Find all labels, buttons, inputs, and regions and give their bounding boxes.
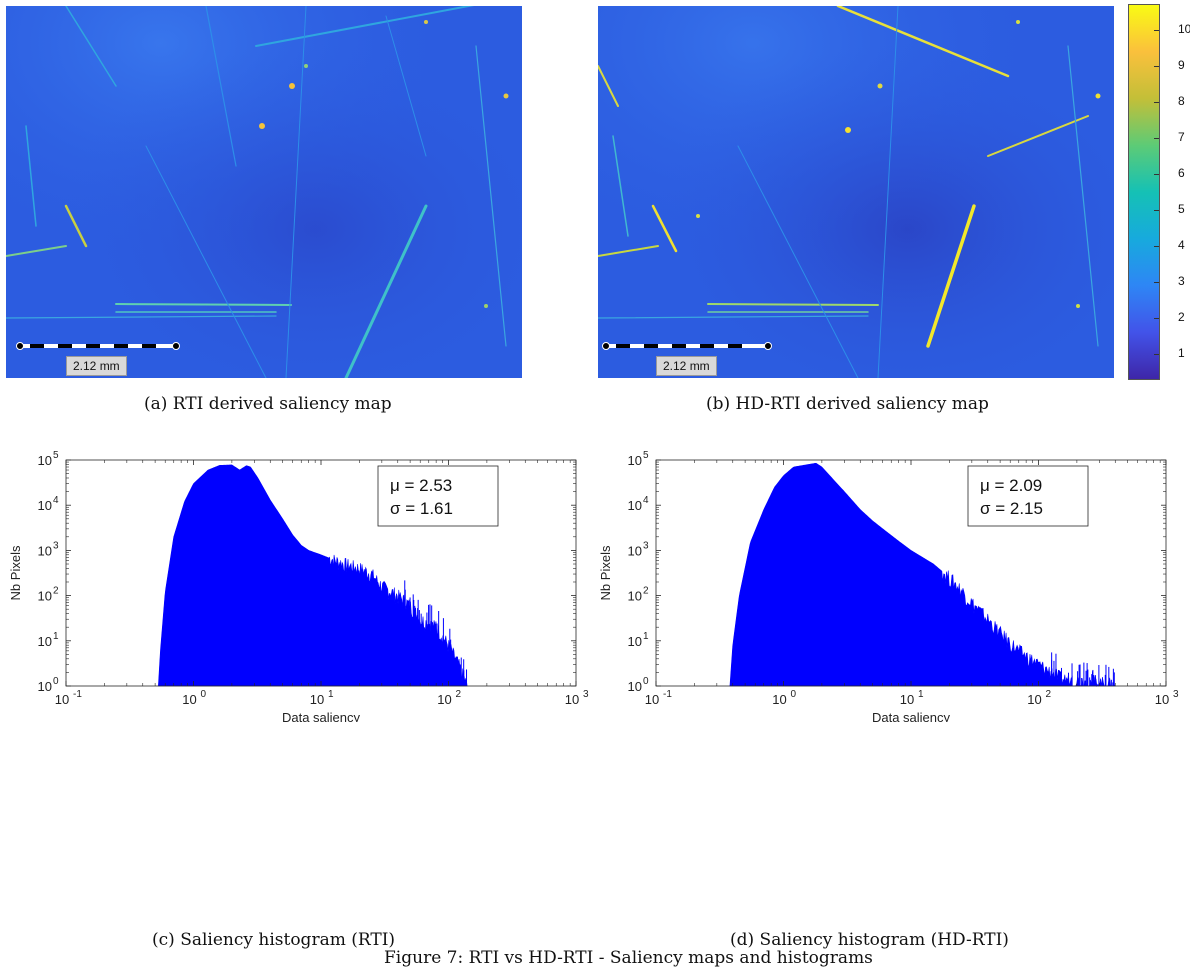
colorbar-tick-mark (1154, 210, 1159, 211)
x-axis-label: Data saliency (282, 710, 361, 722)
colorbar-tick-label: 1 (1178, 345, 1185, 360)
histogram-area (158, 464, 468, 687)
y-tick-exponent: 1 (53, 631, 59, 642)
x-tick-exponent: -1 (73, 689, 82, 700)
y-axis-label: Nb Pixels (598, 545, 613, 600)
y-tick-exponent: 4 (53, 495, 59, 506)
stats-sigma: σ = 1.61 (390, 499, 453, 518)
colorbar-gradient (1129, 5, 1159, 379)
y-tick-label: 10 (38, 679, 52, 694)
figure-caption: Figure 7: RTI vs HD-RTI - Saliency maps … (384, 948, 873, 968)
colorbar-tick-label: 5 (1178, 202, 1185, 216)
y-tick-exponent: 4 (643, 495, 649, 506)
colorbar-tick-mark (1154, 245, 1159, 247)
x-tick-label: 10 (1155, 692, 1169, 707)
x-tick-exponent: 3 (583, 689, 589, 700)
stats-box (967, 465, 1089, 527)
x-tick-exponent: -1 (663, 689, 672, 700)
saliency-map-hdrti: 2.12 mm (598, 6, 1114, 378)
y-tick-exponent: 1 (643, 631, 649, 642)
x-tick-exponent: 3 (1173, 689, 1179, 700)
x-tick-label: 10 (645, 692, 659, 707)
y-tick-exponent: 3 (643, 540, 649, 551)
saliency-map-rti-texture (6, 6, 522, 378)
y-tick-label: 10 (38, 453, 52, 468)
scale-bar (602, 342, 774, 350)
y-tick-exponent: 5 (643, 450, 649, 461)
y-axis-label: Nb Pixels (8, 545, 23, 600)
colorbar-tick-mark (1154, 66, 1159, 68)
x-axis-label: Data saliency (872, 710, 951, 722)
caption-d: (d) Saliency histogram (HD-RTI) (730, 930, 1009, 950)
stats-mean: μ = 2.53 (390, 476, 452, 495)
scale-bar-label: 2.12 mm (656, 356, 717, 376)
x-tick-label: 10 (437, 692, 451, 707)
x-tick-exponent: 0 (201, 689, 207, 700)
colorbar-tick-label: 8 (1178, 94, 1185, 109)
scale-bar (16, 342, 180, 350)
y-tick-exponent: 0 (643, 676, 649, 687)
x-tick-label: 10 (55, 692, 69, 707)
y-tick-label: 10 (628, 543, 642, 558)
y-tick-exponent: 0 (53, 676, 59, 687)
x-tick-exponent: 2 (1046, 689, 1052, 700)
x-tick-label: 10 (565, 692, 579, 707)
y-tick-label: 10 (38, 543, 52, 558)
y-tick-label: 10 (628, 679, 642, 694)
y-tick-exponent: 3 (53, 540, 59, 551)
x-tick-exponent: 1 (918, 689, 924, 700)
x-tick-label: 10 (182, 692, 196, 707)
x-tick-exponent: 0 (791, 689, 797, 700)
saliency-map-rti: 2.12 mm (6, 6, 522, 378)
y-tick-label: 10 (628, 498, 642, 513)
colorbar-tick-mark (1154, 281, 1159, 283)
stats-mean: μ = 2.09 (980, 476, 1042, 495)
y-tick-label: 10 (628, 453, 642, 468)
y-tick-exponent: 2 (643, 586, 649, 597)
colorbar-tick-mark (1154, 102, 1159, 104)
x-tick-label: 10 (1027, 692, 1041, 707)
x-tick-label: 10 (772, 692, 786, 707)
colorbar-tick-label: 3 (1178, 273, 1185, 288)
colorbar-tick-label: 9 (1178, 58, 1185, 73)
colorbar-tick-mark (1154, 30, 1159, 32)
y-tick-label: 10 (628, 634, 642, 649)
colorbar-tick-label: 6 (1178, 166, 1185, 180)
saliency-map-hdrti-texture (598, 6, 1114, 378)
caption-b: (b) HD-RTI derived saliency map (706, 394, 989, 414)
colorbar-tick-mark (1154, 317, 1159, 319)
scale-bar-label: 2.12 mm (66, 356, 127, 376)
colorbar-tick-label: 4 (1178, 237, 1185, 252)
y-tick-label: 10 (38, 498, 52, 513)
scale-bar-graphic (602, 342, 772, 350)
caption-a: (a) RTI derived saliency map (144, 394, 392, 414)
colorbar-tick-mark (1154, 353, 1159, 355)
colorbar-tick-label: 2 (1178, 309, 1185, 324)
x-tick-exponent: 2 (456, 689, 462, 700)
y-tick-label: 10 (38, 634, 52, 649)
y-tick-exponent: 5 (53, 450, 59, 461)
colorbar (1128, 4, 1160, 380)
y-tick-label: 10 (628, 589, 642, 604)
colorbar-tick-mark (1154, 174, 1159, 175)
x-tick-label: 10 (310, 692, 324, 707)
y-tick-exponent: 2 (53, 586, 59, 597)
x-tick-label: 10 (900, 692, 914, 707)
y-tick-label: 10 (38, 589, 52, 604)
stats-box (377, 465, 499, 527)
scale-bar-graphic (16, 342, 180, 350)
colorbar-tick-label: 10 (1178, 22, 1190, 37)
caption-c: (c) Saliency histogram (RTI) (152, 930, 396, 950)
colorbar-tick-mark (1154, 138, 1159, 140)
colorbar-tick-label: 7 (1178, 130, 1185, 145)
stats-sigma: σ = 2.15 (980, 499, 1043, 518)
x-tick-exponent: 1 (328, 689, 334, 700)
